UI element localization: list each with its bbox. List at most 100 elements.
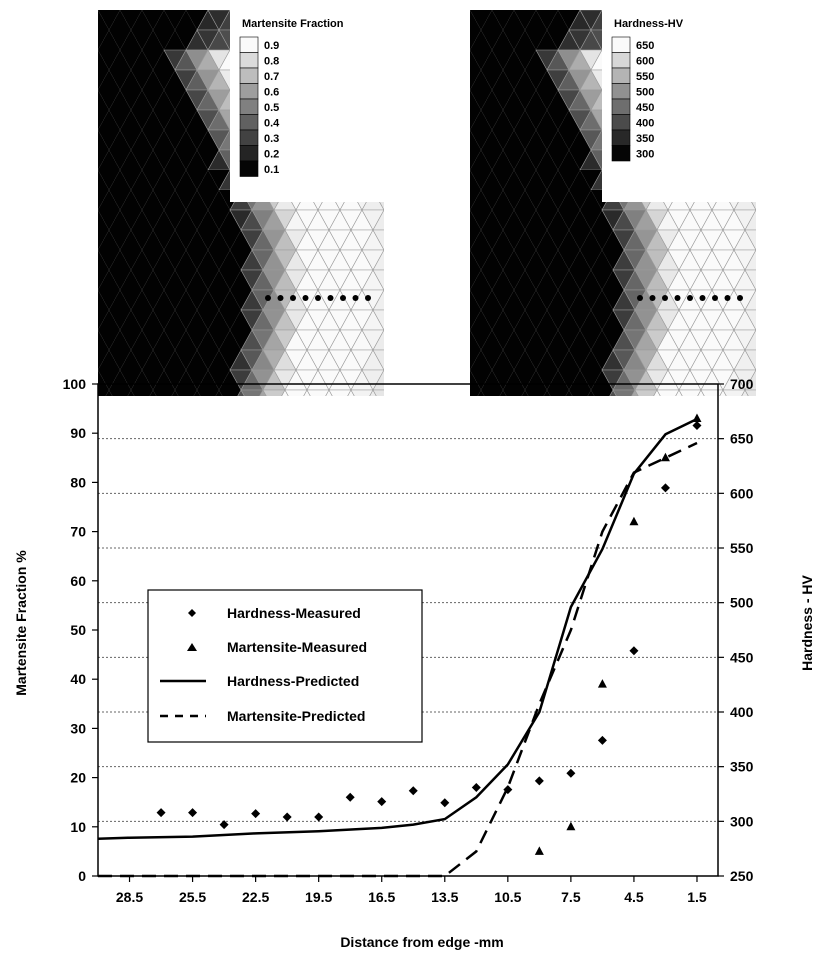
mesh-element bbox=[142, 310, 164, 330]
mesh-element bbox=[470, 290, 492, 310]
colorbar-swatch bbox=[611, 52, 631, 69]
colorbar-label: 0.5 bbox=[264, 102, 279, 114]
mesh-element bbox=[525, 130, 547, 150]
mesh-element bbox=[197, 290, 219, 310]
mesh-element bbox=[153, 330, 175, 350]
colorbar-label: 0.3 bbox=[264, 133, 279, 145]
mesh-element bbox=[580, 190, 602, 210]
mesh-element bbox=[131, 50, 153, 70]
mesh-element bbox=[580, 370, 602, 390]
mesh-element bbox=[547, 10, 569, 30]
mesh-element bbox=[197, 270, 219, 290]
mesh-element bbox=[98, 170, 120, 190]
mesh-element bbox=[656, 389, 680, 396]
mesh-element bbox=[580, 310, 602, 330]
mesh-element bbox=[369, 389, 377, 396]
mesh-element bbox=[131, 370, 153, 390]
mesh-element bbox=[602, 230, 624, 250]
mesh-element bbox=[569, 130, 591, 150]
mesh-element bbox=[372, 209, 384, 231]
mesh-element bbox=[470, 110, 492, 130]
mesh-element bbox=[503, 370, 525, 390]
mesh-element bbox=[186, 370, 208, 390]
mesh-element bbox=[164, 250, 186, 270]
mesh-element bbox=[558, 130, 580, 150]
mesh-element bbox=[175, 330, 197, 350]
mesh-element bbox=[230, 270, 252, 290]
mesh-element bbox=[569, 390, 591, 396]
mesh-element bbox=[142, 170, 164, 190]
mesh-element bbox=[142, 150, 164, 170]
mesh-element bbox=[514, 90, 536, 110]
mesh-element bbox=[470, 130, 492, 150]
mesh-element bbox=[525, 350, 547, 370]
mesh-element bbox=[503, 90, 525, 110]
mesh-element bbox=[536, 210, 558, 230]
mesh-element bbox=[514, 190, 536, 210]
legend-label-martensite-predicted: Martensite-Predicted bbox=[227, 708, 365, 724]
mesh-element bbox=[120, 150, 142, 170]
mesh-element bbox=[697, 389, 705, 396]
mesh-element bbox=[153, 350, 175, 370]
mesh-element bbox=[536, 30, 558, 50]
hardness-measured-point bbox=[629, 646, 639, 656]
mesh-element bbox=[558, 10, 580, 30]
mesh-element bbox=[470, 170, 492, 190]
mesh-element bbox=[492, 350, 514, 370]
hardness-measured-point bbox=[440, 798, 450, 808]
mesh-element bbox=[525, 190, 547, 210]
mesh-element bbox=[492, 190, 514, 210]
mesh-element bbox=[558, 270, 580, 290]
mesh-element bbox=[98, 130, 120, 150]
mesh-element bbox=[744, 209, 756, 231]
mesh-element bbox=[142, 230, 164, 250]
mesh-element bbox=[470, 230, 492, 250]
measurement-point bbox=[637, 295, 643, 301]
hardness-measured-point bbox=[188, 808, 198, 818]
martensite-measured-point bbox=[534, 846, 544, 855]
mesh-element bbox=[142, 330, 164, 350]
mesh-element bbox=[131, 110, 153, 130]
mesh-element bbox=[153, 30, 175, 50]
mesh-element bbox=[171, 390, 179, 396]
mesh-element bbox=[521, 390, 529, 396]
mesh-element bbox=[492, 90, 514, 110]
mesh-element bbox=[306, 389, 330, 396]
y-right-tick-label: 350 bbox=[730, 759, 754, 775]
mesh-element bbox=[197, 210, 219, 230]
hardness-measured-point bbox=[534, 776, 544, 786]
mesh-element bbox=[120, 290, 142, 310]
fem-contour-martensite: 0.9 0.8 0.7 0.6 0.5 0.4 0.3 0.2 0.1 Martensite F… bbox=[98, 10, 384, 396]
mesh-element bbox=[536, 170, 558, 190]
x-ticks: 28.5 25.5 22.5 19.5 16.5 13.5 10.5 7.5 4.5 1.5 bbox=[116, 876, 707, 905]
mesh-element bbox=[525, 110, 547, 130]
mesh-element bbox=[186, 130, 208, 150]
mesh-element bbox=[481, 330, 503, 350]
mesh-element bbox=[492, 270, 514, 290]
mesh-element bbox=[569, 150, 591, 170]
measurement-point bbox=[737, 295, 743, 301]
mesh-element bbox=[142, 50, 164, 70]
mesh-element bbox=[197, 170, 219, 190]
y-right-tick-label: 550 bbox=[730, 540, 754, 556]
mesh-element bbox=[175, 290, 197, 310]
mesh-element bbox=[514, 210, 536, 230]
mesh-element bbox=[514, 350, 536, 370]
colorbar-swatch bbox=[239, 52, 259, 69]
y-right-ticks: 250 300 350 400 450 500 550 600 650 700 bbox=[718, 376, 754, 884]
mesh-element bbox=[186, 270, 208, 290]
mesh-element bbox=[208, 330, 230, 350]
mesh-element bbox=[164, 110, 186, 130]
mesh-element bbox=[547, 30, 569, 50]
mesh-element bbox=[153, 210, 175, 230]
mesh-element bbox=[153, 290, 175, 310]
mesh-element bbox=[569, 330, 591, 350]
mesh-element bbox=[503, 350, 525, 370]
measurement-point bbox=[265, 295, 271, 301]
mesh-element bbox=[675, 389, 683, 396]
mesh-element bbox=[186, 250, 208, 270]
mesh-element bbox=[120, 10, 142, 30]
mesh-element bbox=[470, 210, 492, 230]
colorbar-swatch bbox=[239, 83, 259, 100]
mesh-element bbox=[208, 250, 230, 270]
